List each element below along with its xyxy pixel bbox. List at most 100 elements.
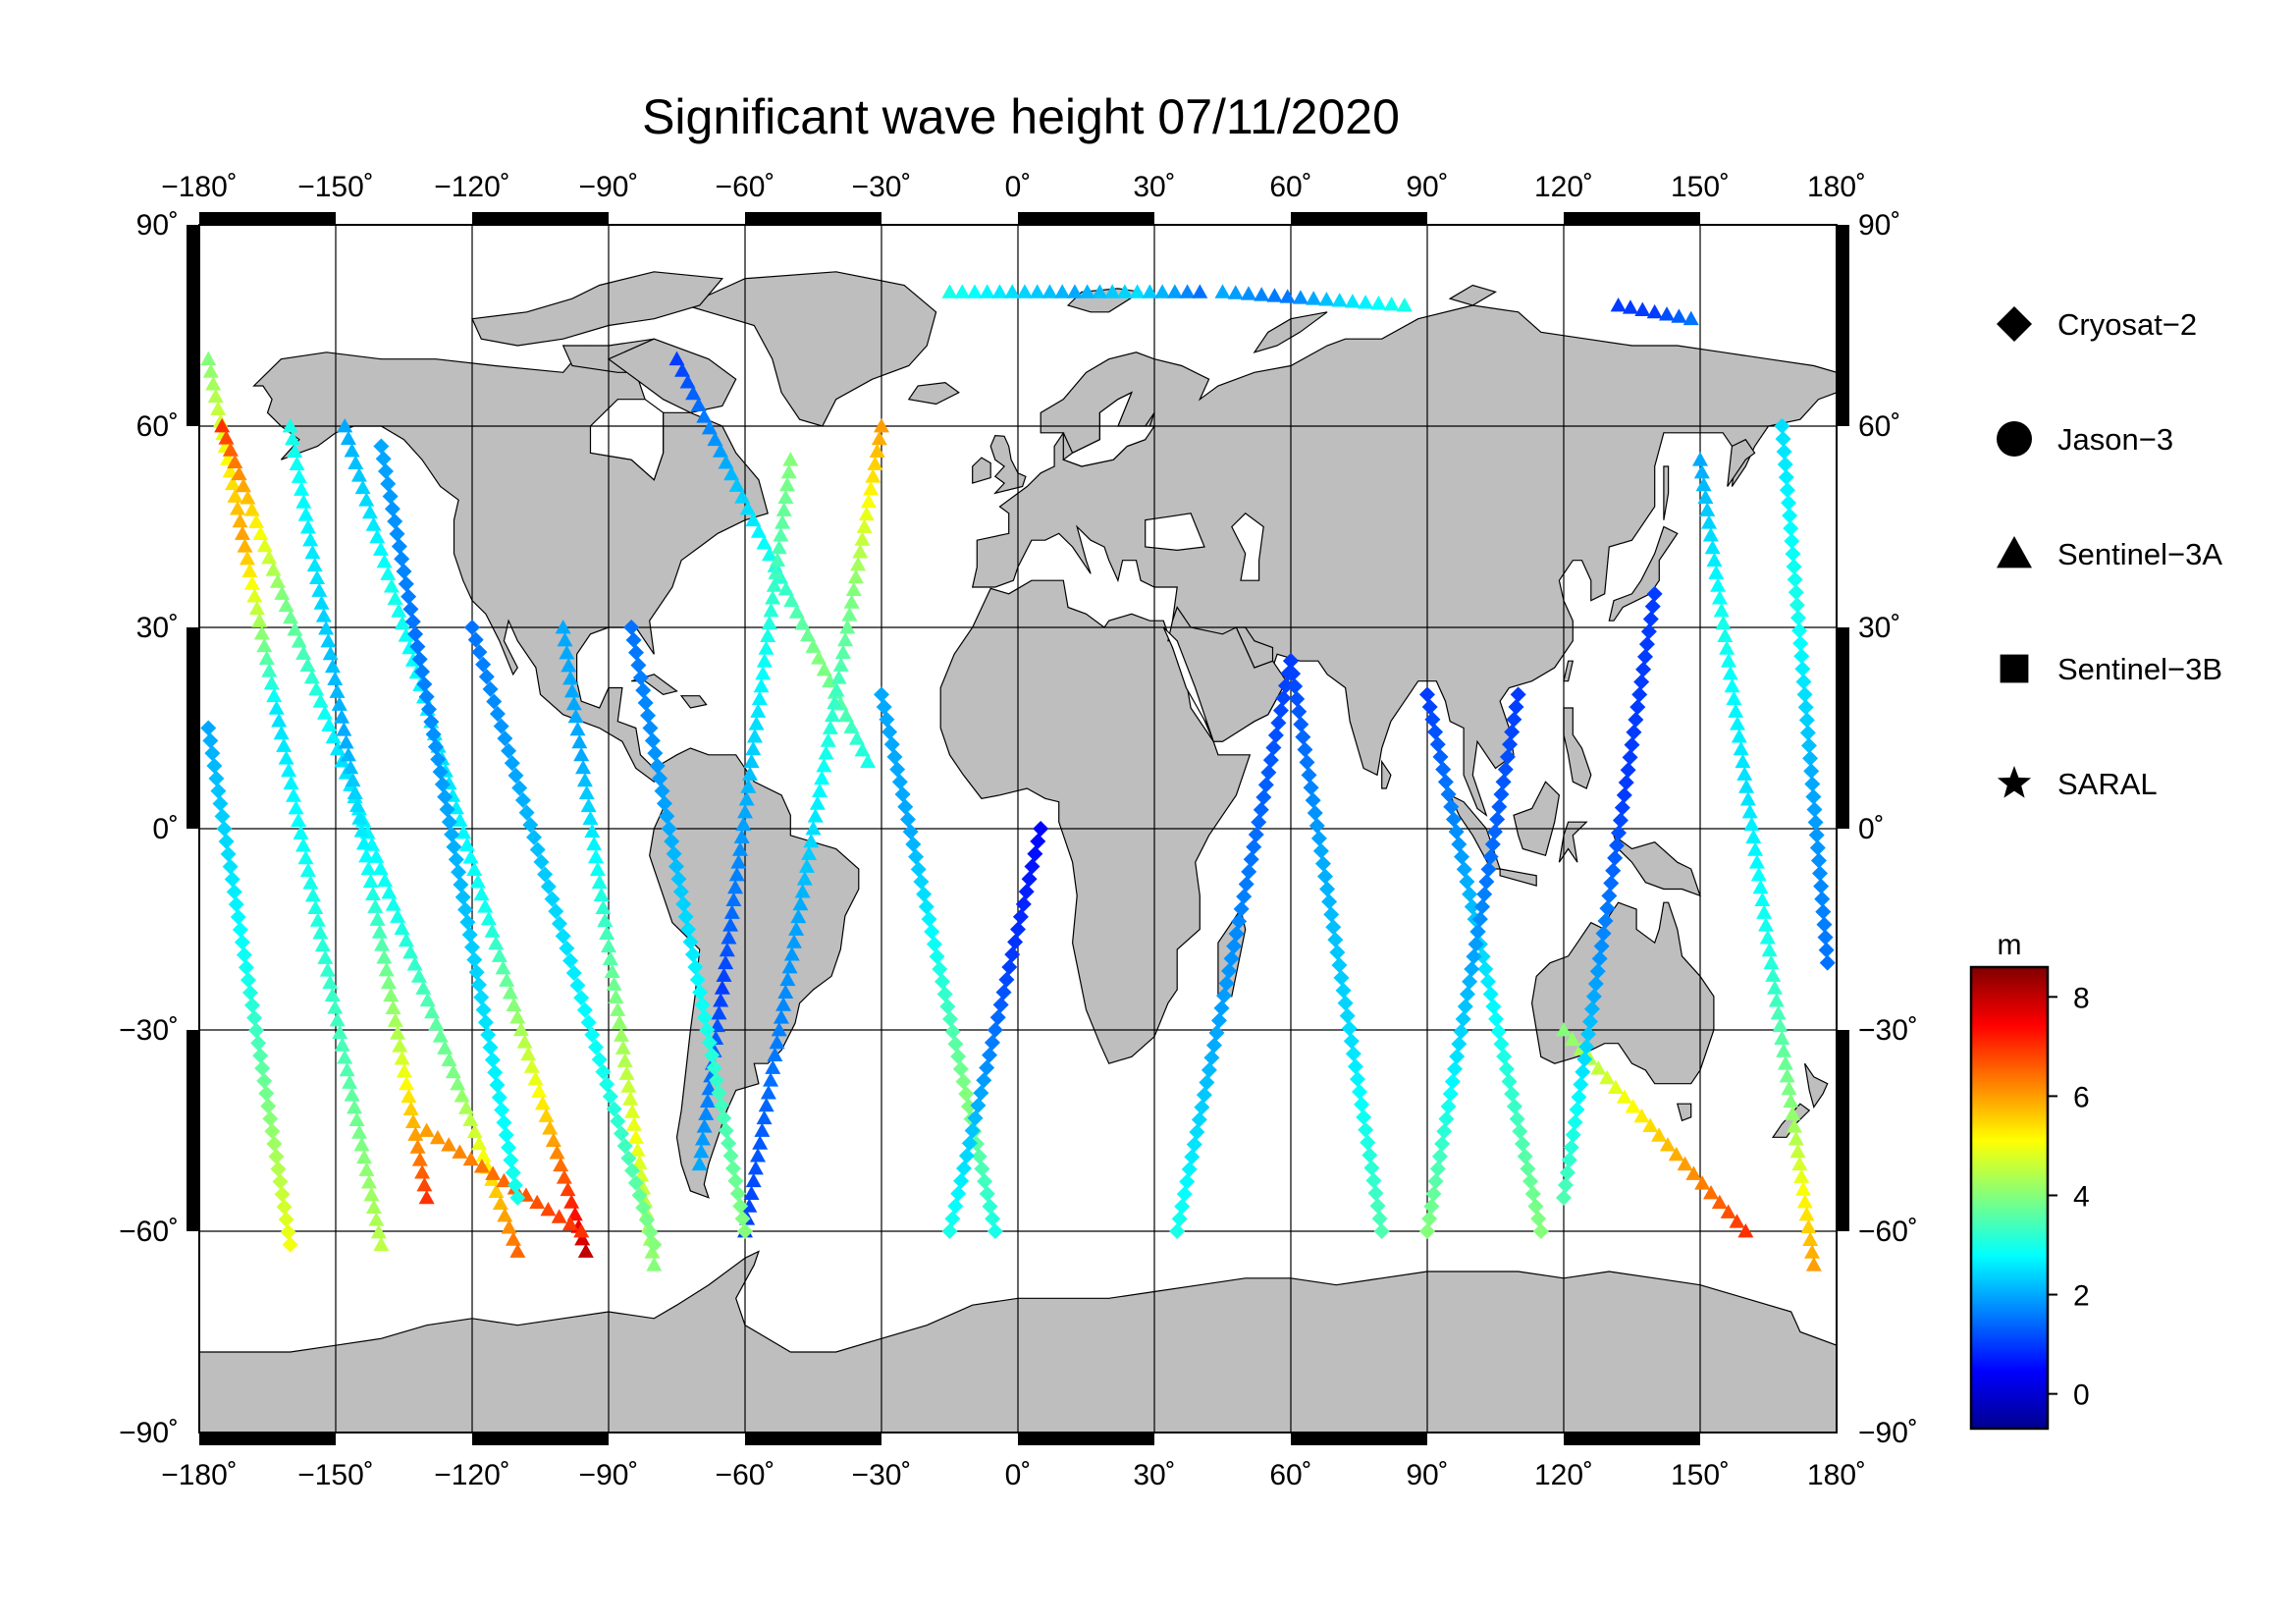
track-point xyxy=(378,961,395,977)
track-point xyxy=(353,823,370,838)
track-point xyxy=(1748,854,1765,869)
track-point xyxy=(1774,418,1790,434)
track-point xyxy=(473,886,490,901)
track-cryosat-2-18 xyxy=(874,686,1003,1239)
track-point xyxy=(1713,602,1730,618)
track-point xyxy=(834,644,851,660)
track-point xyxy=(504,755,520,772)
track-point xyxy=(591,874,608,890)
lon-tick-label: 120˚ xyxy=(1534,1459,1593,1491)
track-point xyxy=(750,523,767,538)
track-point xyxy=(1194,1099,1210,1115)
track-point xyxy=(509,1189,526,1206)
track-point xyxy=(1462,973,1478,990)
track-point xyxy=(1437,774,1454,790)
track-sentinel-3a-5 xyxy=(418,1122,590,1238)
track-point xyxy=(576,772,593,787)
track-point xyxy=(384,501,400,517)
track-point xyxy=(473,989,490,1005)
lat-tick-label-left: 90˚ xyxy=(136,209,179,242)
track-point xyxy=(897,798,914,815)
track-point xyxy=(1635,661,1652,677)
track-point xyxy=(803,833,820,848)
track-point xyxy=(704,1047,721,1063)
track-point xyxy=(246,588,263,603)
track-point xyxy=(1794,661,1811,677)
land-sakhalin xyxy=(1663,465,1670,520)
track-point xyxy=(377,872,394,888)
circle-icon xyxy=(1997,421,2032,457)
track-point xyxy=(916,886,933,902)
track-point xyxy=(816,661,832,676)
frame-bar-top xyxy=(1564,212,1700,225)
track-point xyxy=(627,1174,644,1191)
track-point xyxy=(646,1257,663,1271)
track-point xyxy=(939,999,956,1015)
track-point xyxy=(814,770,830,785)
track-point xyxy=(1595,925,1612,942)
track-point xyxy=(404,614,421,630)
track-point xyxy=(1730,716,1746,730)
track-point xyxy=(218,834,235,849)
track-point xyxy=(1618,775,1634,791)
track-point xyxy=(745,512,762,527)
track-point xyxy=(805,638,822,653)
track-point xyxy=(371,924,388,939)
track-point xyxy=(753,677,770,693)
track-point xyxy=(773,527,789,542)
track-point xyxy=(879,711,895,728)
track-point xyxy=(1451,836,1468,852)
track-point xyxy=(287,622,303,636)
land-philippines xyxy=(1563,707,1592,789)
track-point xyxy=(1257,777,1274,793)
lon-tick-label: 0˚ xyxy=(1005,171,1032,203)
track-point xyxy=(555,928,571,945)
track-point xyxy=(343,759,359,775)
track-point xyxy=(987,1022,1003,1038)
track-point xyxy=(760,627,776,642)
track-point xyxy=(1642,1117,1659,1133)
colorbar-gradient xyxy=(1969,965,2050,1431)
track-point xyxy=(1512,1123,1528,1140)
track-point xyxy=(1757,917,1774,932)
track-point xyxy=(775,502,792,516)
colorbar-tick-label: 6 xyxy=(2073,1081,2090,1113)
track-point xyxy=(337,418,353,433)
track-point xyxy=(322,974,339,990)
track-point xyxy=(291,812,307,828)
track-point xyxy=(237,538,253,553)
track-point xyxy=(1498,1060,1515,1077)
track-point xyxy=(1493,1036,1510,1053)
track-point xyxy=(491,947,507,962)
track-point xyxy=(613,1027,629,1042)
track-point xyxy=(1703,1184,1720,1200)
track-point xyxy=(807,808,824,823)
track-point xyxy=(865,468,881,483)
track-point xyxy=(973,1085,989,1102)
track-point xyxy=(394,551,410,568)
track-point xyxy=(597,912,614,928)
track-point xyxy=(601,938,616,952)
legend-item-star: SARAL xyxy=(1997,766,2158,801)
track-point xyxy=(1303,780,1319,796)
lon-tick-label: 90˚ xyxy=(1406,171,1448,203)
track-point xyxy=(373,1236,390,1252)
track-point xyxy=(891,774,908,790)
track-point xyxy=(1628,711,1644,728)
track-point xyxy=(955,1160,972,1176)
track-point xyxy=(632,670,649,686)
track-point xyxy=(699,1093,716,1109)
track-point xyxy=(1671,308,1687,323)
track-point xyxy=(640,707,657,724)
track-point xyxy=(1530,1211,1547,1227)
track-point xyxy=(1424,711,1441,728)
track-point xyxy=(1344,294,1361,308)
track-point xyxy=(1154,284,1171,298)
track-point xyxy=(1421,699,1438,716)
track-point xyxy=(1743,816,1760,832)
track-point xyxy=(234,934,250,950)
track-point xyxy=(1367,1185,1384,1202)
track-point xyxy=(522,817,539,834)
track-point xyxy=(696,1118,713,1133)
track-point xyxy=(1196,1087,1212,1104)
